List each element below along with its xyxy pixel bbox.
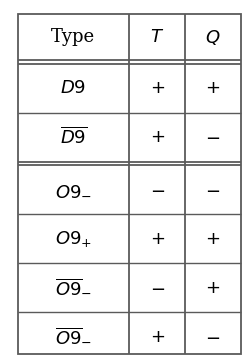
Text: $-$: $-$: [149, 181, 164, 199]
Text: $-$: $-$: [205, 327, 220, 345]
Text: $\overline{O9}_{-}$: $\overline{O9}_{-}$: [55, 279, 92, 297]
Text: $O9_{+}$: $O9_{+}$: [55, 229, 92, 249]
Text: $+$: $+$: [149, 230, 164, 248]
Text: $\overline{O9}_{-}$: $\overline{O9}_{-}$: [55, 327, 92, 345]
Text: $T$: $T$: [150, 29, 164, 46]
Text: $+$: $+$: [205, 279, 220, 297]
Text: $-$: $-$: [205, 128, 220, 146]
Text: $-$: $-$: [205, 181, 220, 199]
Bar: [18, 14, 240, 354]
Text: $+$: $+$: [149, 79, 164, 97]
Text: $O9_{-}$: $O9_{-}$: [55, 181, 92, 199]
Text: $+$: $+$: [205, 230, 220, 248]
Text: Type: Type: [51, 29, 95, 46]
Text: $+$: $+$: [149, 327, 164, 345]
Text: $Q$: $Q$: [204, 28, 220, 47]
Text: $D9$: $D9$: [60, 79, 86, 97]
Text: $-$: $-$: [149, 279, 164, 297]
Text: $+$: $+$: [149, 128, 164, 146]
Text: $+$: $+$: [205, 79, 220, 97]
Text: $\overline{D9}$: $\overline{D9}$: [60, 127, 87, 148]
